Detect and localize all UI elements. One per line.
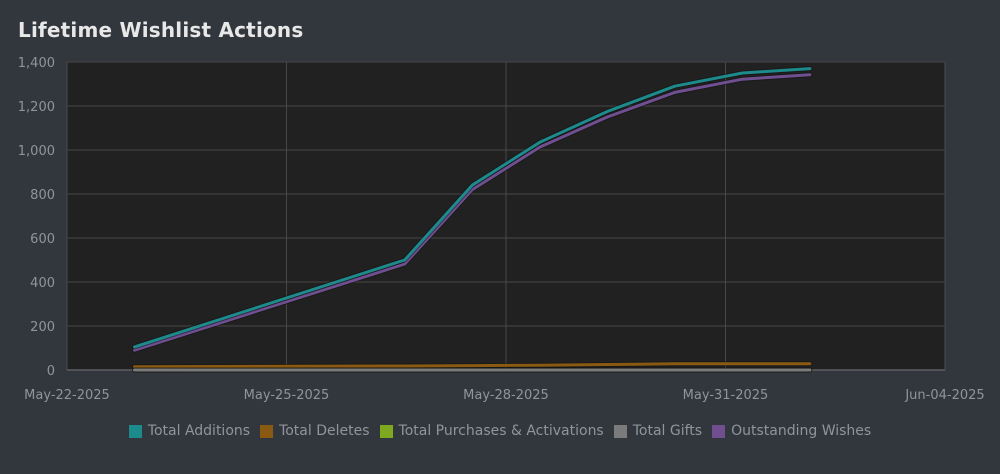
legend-swatch: [613, 424, 627, 438]
y-tick-label: 1,200: [18, 100, 55, 115]
y-tick-label: 200: [30, 320, 55, 335]
y-tick-label: 600: [30, 232, 55, 247]
series-line-total-additions: [133, 67, 812, 349]
legend-swatch: [128, 424, 142, 438]
legend-label: Outstanding Wishes: [731, 423, 872, 439]
chart-title: Lifetime Wishlist Actions: [18, 18, 304, 42]
x-tick-label: Jun-04-2025: [904, 388, 984, 403]
legend-item-total-gifts[interactable]: Total Gifts: [613, 423, 703, 439]
legend-swatch: [260, 424, 274, 438]
x-tick-label: May-31-2025: [683, 388, 769, 403]
y-tick-label: 400: [30, 276, 55, 291]
y-tick-label: 1,000: [18, 144, 55, 159]
legend-item-total-purchases-activations[interactable]: Total Purchases & Activations: [379, 423, 604, 439]
legend-item-outstanding-wishes[interactable]: Outstanding Wishes: [712, 423, 871, 439]
y-axis-ticks: 0 200 400 600 800 1,000 1,200 1,400: [18, 56, 55, 379]
legend-item-total-deletes[interactable]: Total Deletes: [260, 423, 370, 439]
legend-item-total-additions[interactable]: Total Additions: [128, 423, 251, 439]
series-line-total-deletes: [133, 362, 812, 369]
y-tick-label: 1,400: [18, 56, 55, 71]
legend-swatch: [712, 424, 726, 438]
series-lines: [132, 66, 813, 373]
y-tick-label: 0: [47, 364, 55, 379]
grid: [66, 61, 946, 371]
legend-label: Total Additions: [147, 423, 251, 439]
x-tick-label: May-22-2025: [24, 388, 110, 403]
legend-label: Total Purchases & Activations: [398, 423, 604, 439]
x-tick-label: May-28-2025: [463, 388, 549, 403]
x-axis-ticks: May-22-2025 May-25-2025 May-28-2025 May-31-…: [24, 388, 984, 403]
series-line-outstanding-wishes: [133, 73, 812, 352]
x-tick-label: May-25-2025: [244, 388, 330, 403]
legend-label: Total Deletes: [279, 423, 370, 439]
legend: Total Additions Total Deletes Total Purcha…: [0, 423, 1000, 439]
legend-label: Total Gifts: [632, 423, 703, 439]
legend-swatch: [379, 424, 393, 438]
y-tick-label: 800: [30, 188, 55, 203]
